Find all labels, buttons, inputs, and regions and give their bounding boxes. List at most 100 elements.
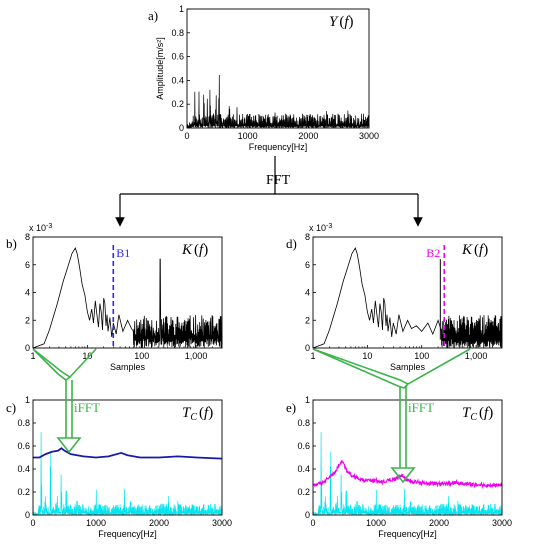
ytick-label-d-0: 0 [305, 343, 310, 353]
ifft-funnel-right [312, 348, 471, 484]
xlabel-c: Frequency[Hz] [98, 529, 157, 539]
ytick-label-a-2: 0.4 [171, 75, 184, 85]
panel-label-a: a) [148, 8, 158, 23]
ytick-label-b-0: 0 [25, 343, 30, 353]
ytick-label-a-1: 0.2 [171, 99, 184, 109]
panel-e: 0 0.2 0.4 0.6 0.8 1 0 1000 2000 3000 Frequency[Hz]… [297, 395, 512, 539]
title-paren-c: ( [199, 405, 204, 421]
ytick-label-c-0: 0 [25, 510, 30, 520]
series-y-spectrum [186, 74, 370, 129]
title-symbol-e: T [462, 405, 472, 421]
ytick-label-a-4: 0.8 [171, 28, 184, 38]
marker-label-b1: B1 [116, 246, 130, 260]
ytick-label-c-1: 0.2 [17, 487, 30, 497]
xtick-label-b-3: 1,000 [185, 351, 208, 361]
xtick-label-e-2: 2000 [429, 518, 449, 528]
panel-a: 0 0.2 0.4 0.6 0.8 1 0 1000 2000 3000 Frequency[Hz]… [155, 4, 379, 152]
y-multiplier-d: x 10-3 [309, 223, 332, 234]
xtick-label-e-1: 1000 [366, 518, 386, 528]
title-arg-b: f [199, 242, 205, 258]
ytick-label-e-2: 0.4 [297, 464, 310, 474]
plot-area-e [313, 400, 502, 515]
series-cyan-spectrum [32, 432, 223, 516]
ytick-label-d-2: 4 [305, 288, 310, 298]
xlabel-e: Frequency[Hz] [378, 529, 437, 539]
panel-label-d: d) [286, 236, 297, 251]
panel-label-b: b) [6, 236, 17, 251]
title-paren-d: ( [474, 242, 479, 258]
chart-title-c: TC (f) [182, 405, 213, 423]
fft-label: FFT [266, 173, 291, 188]
xtick-label-b-0: 1 [30, 351, 35, 361]
axes-frame-a [186, 8, 370, 129]
xtick-label-e-0: 0 [310, 518, 315, 528]
ytick-label-a-5: 1 [179, 4, 184, 14]
title-paren-e: ( [479, 405, 484, 421]
title-paren-close-e: ) [488, 405, 493, 421]
ytick-label-b-2: 4 [25, 288, 30, 298]
title-symbol-a: Y [329, 14, 339, 30]
xtick-label-c-3: 3000 [212, 518, 232, 528]
ytick-label-d-1: 2 [305, 315, 310, 325]
ytick-label-e-5: 1 [305, 395, 310, 405]
xtick-label-a-1: 1000 [238, 131, 258, 141]
panel-label-e: e) [286, 400, 296, 415]
ytick-label-a-0: 0 [179, 123, 184, 133]
ifft-label-left: iFFT [74, 400, 100, 415]
ytick-label-e-0: 0 [305, 510, 310, 520]
axes-frame-e [312, 399, 503, 516]
chart-title-e: TC (f) [462, 405, 493, 423]
ytick-label-e-1: 0.2 [297, 487, 310, 497]
chart-title-a: Y (f) [329, 14, 354, 30]
plot-area-a [187, 9, 369, 128]
panel-b: 0 2 4 6 8 1 10 100 1,000 Samples x 10-3 K (f) B1 [25, 223, 223, 372]
fft-connector: FFT [115, 156, 423, 227]
ytick-label-a-3: 0.6 [171, 52, 184, 62]
title-paren-close-d: ) [483, 242, 488, 258]
ytick-label-e-3: 0.6 [297, 441, 310, 451]
title-arg-e: f [484, 405, 490, 421]
xtick-label-a-0: 0 [184, 131, 189, 141]
xlabel-d: Samples [390, 362, 426, 372]
title-paren-close-b: ) [203, 242, 208, 258]
ytick-label-b-3: 6 [25, 260, 30, 270]
xtick-label-a-3: 3000 [359, 131, 379, 141]
title-symbol-c: T [182, 405, 192, 421]
chart-title-b: K (f) [181, 242, 208, 258]
ytick-label-d-3: 6 [305, 260, 310, 270]
y-exponent-b: -3 [46, 223, 52, 230]
xtick-label-e-3: 3000 [492, 518, 512, 528]
xlabel-b: Samples [110, 362, 146, 372]
ifft-label-right: iFFT [408, 400, 434, 415]
series-kurtosis [312, 247, 503, 349]
axes-frame-c [32, 399, 223, 516]
title-arg-d: f [479, 242, 485, 258]
marker-label-b2: B2 [426, 246, 440, 260]
series-kurtosis [32, 247, 223, 349]
panel-c: 0 0.2 0.4 0.6 0.8 1 0 1000 2000 3000 Frequency[Hz]… [17, 395, 232, 539]
title-subscript-e: C [470, 412, 477, 423]
xtick-label-c-0: 0 [30, 518, 35, 528]
xtick-label-d-0: 1 [310, 351, 315, 361]
y-exponent-d: -3 [326, 223, 332, 230]
xtick-label-c-1: 1000 [86, 518, 106, 528]
series-blue-envelope [33, 447, 223, 460]
chart-title-d: K (f) [461, 242, 488, 258]
title-symbol-d: K [461, 242, 473, 258]
title-arg-c: f [204, 405, 210, 421]
series-magenta-envelope [312, 459, 503, 490]
ytick-label-b-1: 2 [25, 315, 30, 325]
xtick-label-a-2: 2000 [298, 131, 318, 141]
xtick-label-b-2: 100 [134, 351, 149, 361]
title-paren-close-a: ) [349, 14, 354, 30]
title-arg-a: f [344, 14, 350, 30]
ifft-funnel-left [32, 348, 97, 454]
xtick-label-d-1: 10 [362, 351, 372, 361]
xtick-label-d-3: 1,000 [465, 351, 488, 361]
xtick-label-d-2: 100 [414, 351, 429, 361]
xtick-label-b-1: 10 [82, 351, 92, 361]
ytick-label-b-4: 8 [25, 232, 30, 242]
title-symbol-b: K [181, 242, 193, 258]
ylabel-a: Amplitude[m/s²] [155, 37, 165, 100]
